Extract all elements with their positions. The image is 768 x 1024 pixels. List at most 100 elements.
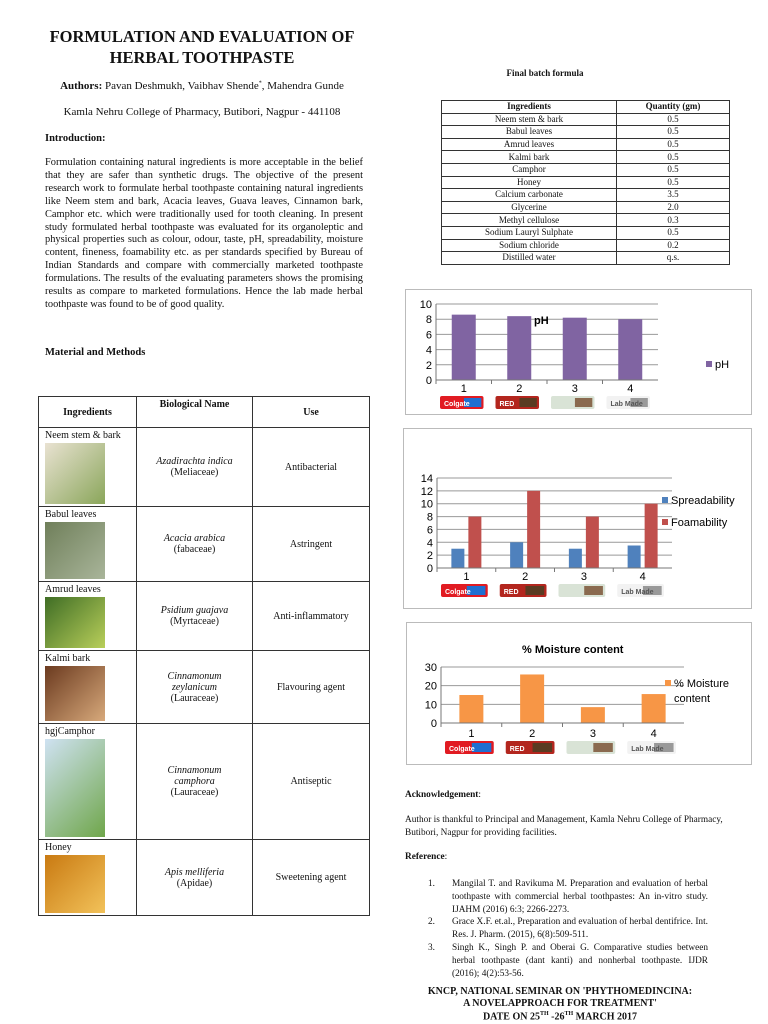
table-row: Sodium chloride 0.2 <box>441 238 730 253</box>
ingredient: Neem stem & bark <box>441 112 617 127</box>
chart-title: % Moisture content <box>522 644 624 656</box>
x-tick-label: 3 <box>581 571 587 583</box>
legend-label: % Moisture <box>674 678 729 690</box>
toothpaste-brand-label: Lab Made <box>611 401 643 408</box>
chart-title: pH <box>534 315 549 327</box>
acknowledgement-heading: Acknowledgement: <box>405 790 481 800</box>
acknowledgement-text: Author is thankful to Principal and Mana… <box>405 815 723 838</box>
ref-title: Reference <box>405 852 445 862</box>
ingredient: Kalmi bark <box>441 150 617 164</box>
ingredient-cell: Neem stem & bark <box>38 427 137 507</box>
toothpaste-brand-label: RED <box>500 401 515 408</box>
ingredient-photo <box>45 739 105 837</box>
legend-swatch <box>662 519 668 525</box>
bar-ph <box>451 314 476 380</box>
toothpaste-image-detail <box>654 743 674 752</box>
quantity: 0.2 <box>616 238 730 253</box>
footer-line: KNCP, NATIONAL SEMINAR ON 'PHYTHOMEDINCI… <box>427 986 693 997</box>
bar-spreadability <box>568 548 582 568</box>
col-header: Quantity (gm) <box>616 100 730 114</box>
poster-title: FORMULATION AND EVALUATION OF HERBAL TOO… <box>49 27 355 67</box>
ingredient: Sodium chloride <box>441 238 617 253</box>
spreadability-foamability-chart: 0 2 4 6 8 10 12 14 1 Colgate 2 RED 3 4 Lab Made Spreada… <box>403 428 752 609</box>
ingredient-photo <box>45 855 105 913</box>
table-row: Sodium Lauryl Sulphate 0.5 <box>441 225 730 240</box>
toothpaste-image-detail <box>471 743 492 752</box>
author-names: Pavan Deshmukh, Vaibhav Shende <box>104 80 259 92</box>
table-row: Camphor 0.5 <box>441 162 730 177</box>
y-tick-label: 2 <box>426 360 432 372</box>
ref-text: Grace X.F. et.al., Preparation and evalu… <box>452 917 708 941</box>
ingredient: Babul leaves <box>441 125 617 139</box>
x-tick-label: 4 <box>640 571 646 583</box>
reference-item: 1. Mangilal T. and Ravikuma M. Preparatio… <box>428 878 708 916</box>
x-tick-label: 3 <box>590 728 596 740</box>
toothpaste-brand-label: Colgate <box>444 401 470 408</box>
batch-formula-table: Ingredients Quantity (gm) Neem stem & bar… <box>441 100 730 265</box>
toothpaste-image-detail <box>630 398 648 407</box>
bar-spreadability <box>510 542 524 568</box>
y-tick-label: 0 <box>431 718 437 730</box>
ingredient-photo <box>45 597 105 648</box>
ingredient-photo <box>45 522 105 579</box>
biological-name-cell: Acacia arabica (fabaceae) <box>136 506 253 582</box>
table-row: Kalmi bark Cinnamonum zeylanicum (Laurace… <box>38 650 370 724</box>
x-tick-label: 1 <box>461 383 467 395</box>
family-name: (Lauraceae) <box>170 692 219 704</box>
ingredient-name: hgjCamphor <box>45 726 95 737</box>
use-cell: Flavouring agent <box>252 650 370 724</box>
ingredient: Honey <box>441 175 617 190</box>
ingredient-name: Honey <box>45 842 72 853</box>
table-row: Methyl cellulose 0.3 <box>441 213 730 227</box>
table-row: Babul leaves Acacia arabica (fabaceae) As… <box>38 506 370 582</box>
bar-foamability <box>644 503 658 568</box>
reference-heading: Reference: <box>405 852 447 862</box>
moisture-chart: 0 10 20 30 % Moisture content 1 Colgate 2 RED 3 4 L… <box>406 622 752 765</box>
bar-ph <box>618 319 643 380</box>
y-tick-label: 6 <box>427 524 433 536</box>
seminar-footer: KNCP, NATIONAL SEMINAR ON 'PHYTHOMEDINCI… <box>370 986 750 1023</box>
x-tick-label: 4 <box>627 383 633 395</box>
ref-text: Singh K., Singh P. and Oberai G. Compara… <box>452 942 708 979</box>
ingredient-cell: Babul leaves <box>38 506 137 582</box>
bar--moisture-content <box>641 694 666 723</box>
table-row: Neem stem & bark Azadirachta indica (Meli… <box>38 427 370 507</box>
quantity: 0.5 <box>616 225 730 240</box>
use-cell: Sweetening agent <box>252 839 370 916</box>
ingredient-cell: Honey <box>38 839 137 916</box>
ingredient: Amrud leaves <box>441 137 617 152</box>
authors: Authors: Pavan Deshmukh, Vaibhav Shende*… <box>30 80 374 92</box>
toothpaste-image-detail <box>574 398 593 407</box>
bar--moisture-content <box>459 695 484 723</box>
toothpaste-brand-label: RED <box>504 589 519 596</box>
x-tick-label: 4 <box>651 728 657 740</box>
biological-name-cell: Azadirachta indica (Meliaceae) <box>136 427 253 507</box>
use-cell: Astringent <box>252 506 370 582</box>
ingredient: Calcium carbonate <box>441 188 617 202</box>
quantity: 0.5 <box>616 175 730 190</box>
y-tick-label: 14 <box>421 473 433 485</box>
ingredient-cell: Kalmi bark <box>38 650 137 724</box>
col-header: Ingredients <box>38 396 137 428</box>
quantity: 0.3 <box>616 213 730 227</box>
legend-swatch <box>706 361 712 367</box>
reference-list: 1. Mangilal T. and Ravikuma M. Preparatio… <box>428 878 708 980</box>
ingredient-cell: hgjCamphor <box>38 723 137 840</box>
family-name: (fabaceae) <box>173 544 216 555</box>
bar-spreadability <box>627 545 641 568</box>
quantity: 3.5 <box>616 188 730 202</box>
y-tick-label: 8 <box>427 512 433 524</box>
authors-label: Authors: <box>60 80 103 92</box>
biological-name: Acacia arabica <box>163 533 226 544</box>
quantity: 2.0 <box>616 200 730 215</box>
ingredient: Glycerine <box>441 200 617 215</box>
y-tick-label: 20 <box>425 681 437 693</box>
table-row: Honey Apis melliferia (Apidae) Sweetening… <box>38 839 370 916</box>
table-row: Calcium carbonate 3.5 <box>441 188 730 202</box>
x-tick-label: 1 <box>463 571 469 583</box>
use-cell: Antiseptic <box>252 723 370 840</box>
table-row: Distilled water q.s. <box>441 251 730 265</box>
quantity: 0.5 <box>616 112 730 127</box>
introduction-text: Formulation containing natural ingredien… <box>45 157 363 310</box>
